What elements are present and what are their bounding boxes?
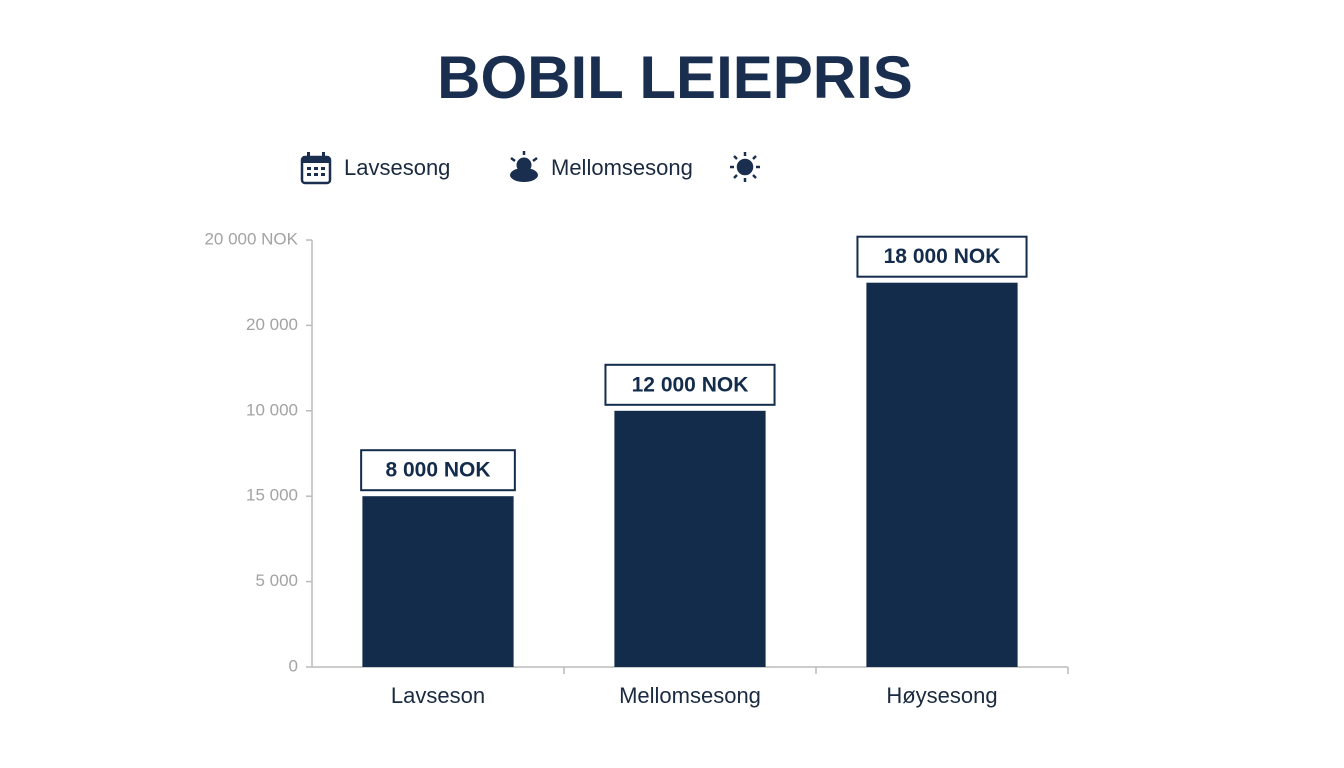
calendar-icon xyxy=(300,152,332,185)
x-tick-label: Høysesong xyxy=(886,683,997,708)
cloud-sun-icon xyxy=(510,151,538,182)
legend-label: Lavsesong xyxy=(344,155,450,180)
bar xyxy=(362,496,514,667)
y-tick-label: 20 000 NOK xyxy=(204,229,298,248)
y-tick-label: 0 xyxy=(289,656,298,675)
value-label-box xyxy=(604,363,776,406)
legend-label: Mellomsesong xyxy=(551,155,693,180)
value-label: 18 000 NOK xyxy=(884,245,1001,268)
y-tick-label: 15 000 xyxy=(246,486,298,505)
value-label: 8 000 NOK xyxy=(385,459,490,482)
chart-title: BOBIL LEIEPRIS xyxy=(437,44,913,111)
y-tick-label: 10 000 xyxy=(246,400,298,419)
value-label-box xyxy=(360,449,516,492)
value-label: 12 000 NOK xyxy=(632,373,749,396)
legend: Lavsesong Mellomsesong xyxy=(300,151,760,185)
y-tick-label: 5 000 xyxy=(255,571,298,590)
x-tick-label: Lavseson xyxy=(391,683,485,708)
y-tick-label: 20 000 xyxy=(246,315,298,334)
bar xyxy=(866,282,1018,667)
sun-icon xyxy=(730,152,760,182)
value-label-box xyxy=(856,235,1028,278)
x-tick-label: Mellomsesong xyxy=(619,683,761,708)
bar xyxy=(614,410,766,667)
